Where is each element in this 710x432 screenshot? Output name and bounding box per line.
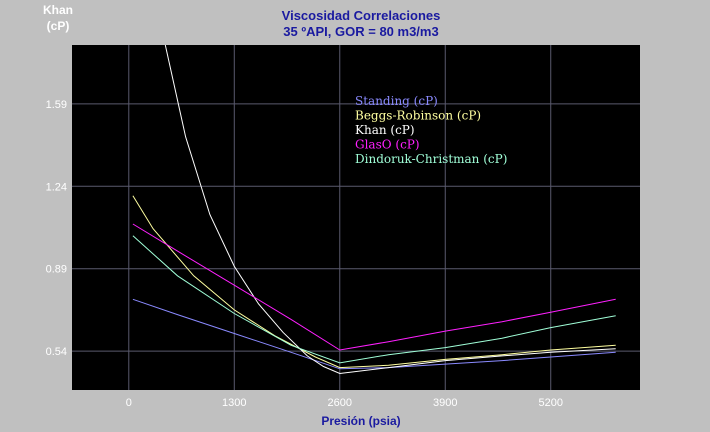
chart-subtitle: 35 ºAPI, GOR = 80 m3/m3 <box>283 24 438 39</box>
series-line-4 <box>132 235 616 364</box>
plot-area <box>72 45 640 390</box>
y-axis-title-line2: (cP) <box>47 19 70 33</box>
legend-entry-2: Khan (cP) <box>355 123 415 137</box>
x-tick-label: 5200 <box>539 397 563 409</box>
legend: Standing (cP)Beggs-Robinson (cP)Khan (cP… <box>355 94 507 166</box>
x-ticks: 0 1300 2600 3900 5200 <box>126 397 563 409</box>
series-line-3 <box>132 223 616 351</box>
legend-entry-3: GlasO (cP) <box>355 138 420 152</box>
series-line-0 <box>132 298 616 370</box>
y-axis-title-line1: Khan <box>43 3 73 17</box>
legend-entry-4: Dindoruk-Christman (cP) <box>355 152 507 166</box>
x-tick-label: 1300 <box>222 397 246 409</box>
x-axis-title: Presión (psia) <box>321 414 400 428</box>
legend-entry-1: Beggs-Robinson (cP) <box>355 109 481 123</box>
x-tick-label: 0 <box>126 397 132 409</box>
y-tick-label: 1.24 <box>46 181 67 193</box>
x-tick-label: 3900 <box>433 397 457 409</box>
y-tick-label: 1.59 <box>46 99 67 111</box>
series-line-2 <box>164 45 616 375</box>
series-lines <box>132 45 616 375</box>
y-tick-label: 0.54 <box>46 346 67 358</box>
series-line-1 <box>132 195 616 369</box>
y-tick-label: 0.89 <box>46 264 67 276</box>
x-tick-label: 2600 <box>328 397 352 409</box>
grid <box>72 45 640 390</box>
chart-title: Viscosidad Correlaciones <box>282 8 441 23</box>
legend-entry-0: Standing (cP) <box>355 94 438 108</box>
y-ticks: 0.54 0.89 1.24 1.59 <box>46 99 67 358</box>
